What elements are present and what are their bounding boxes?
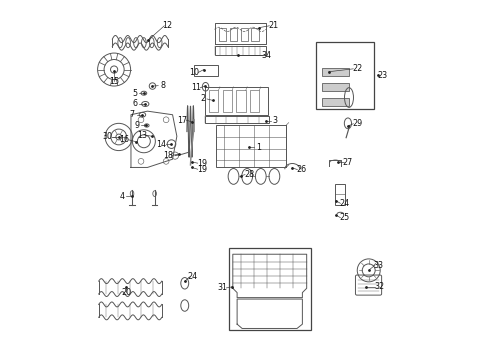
Text: 21: 21 (269, 21, 279, 30)
Text: 9: 9 (134, 121, 139, 130)
Bar (229, 248, 311, 329)
Bar (251, 28, 259, 41)
Text: 23: 23 (378, 71, 388, 80)
Text: 33: 33 (373, 261, 383, 270)
Bar (230, 28, 237, 41)
Bar (250, 90, 259, 112)
Text: 31: 31 (217, 283, 227, 292)
Text: 7: 7 (130, 110, 135, 119)
Text: 15: 15 (109, 77, 119, 86)
Text: 4: 4 (119, 192, 124, 201)
Bar (316, 41, 374, 109)
Text: 8: 8 (160, 81, 165, 90)
Text: 34: 34 (262, 51, 271, 60)
Bar (194, 65, 219, 76)
Text: 12: 12 (163, 21, 172, 30)
Bar (236, 90, 245, 112)
Bar (209, 90, 219, 112)
Text: 6: 6 (132, 99, 137, 108)
Text: 18: 18 (163, 151, 173, 160)
Text: 3: 3 (272, 116, 278, 125)
Text: 10: 10 (190, 68, 199, 77)
Bar (223, 90, 232, 112)
Bar (322, 98, 349, 106)
Text: 30: 30 (102, 132, 112, 141)
Text: 13: 13 (137, 131, 147, 140)
Text: 2: 2 (200, 94, 205, 103)
Bar (335, 184, 345, 205)
Text: 5: 5 (132, 89, 138, 98)
Text: 32: 32 (374, 282, 384, 291)
Bar (219, 28, 226, 41)
Text: 29: 29 (352, 119, 362, 128)
Text: 22: 22 (352, 64, 363, 73)
Text: 24: 24 (187, 272, 197, 281)
Bar (322, 68, 349, 76)
Text: 25: 25 (339, 213, 349, 222)
Text: 14: 14 (156, 140, 167, 149)
Text: 26: 26 (296, 165, 306, 174)
Bar (215, 46, 266, 55)
Bar (216, 125, 286, 167)
Text: 19: 19 (196, 165, 207, 174)
Text: 16: 16 (120, 135, 130, 144)
Text: 28: 28 (244, 170, 254, 179)
Text: 24: 24 (339, 199, 349, 208)
Bar (205, 87, 268, 115)
Text: 27: 27 (343, 158, 353, 167)
Text: 19: 19 (197, 159, 207, 168)
Text: 1: 1 (256, 143, 261, 152)
Text: 20: 20 (121, 288, 131, 297)
Bar (241, 28, 248, 41)
Text: 17: 17 (177, 116, 187, 125)
Text: 11: 11 (191, 83, 201, 92)
Bar (205, 116, 270, 123)
Bar (322, 83, 349, 91)
